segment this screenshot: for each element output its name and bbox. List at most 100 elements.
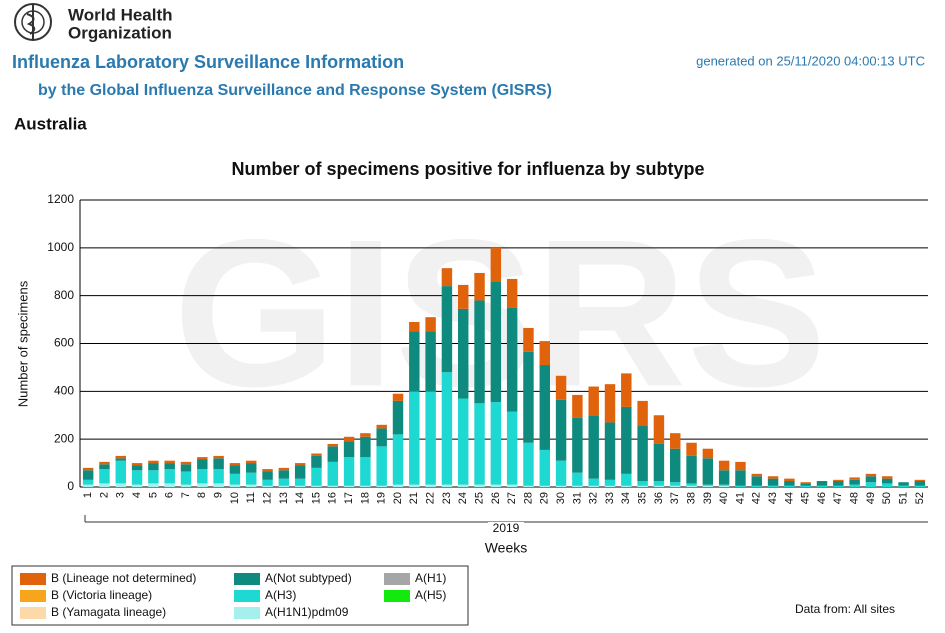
legend-swatch [234,590,260,602]
bar-segment [115,458,126,461]
x-tick-label: 15 [310,492,322,504]
bar-segment [474,300,485,404]
bar-segment [327,443,338,447]
x-tick-label: 24 [457,492,469,504]
bar-segment [702,448,714,459]
bar-segment [718,485,730,487]
x-tick-label: 45 [800,492,812,504]
bar-segment [99,461,110,465]
bar-segment [180,461,192,465]
bar-segment [751,476,762,486]
bar-segment [686,483,697,486]
x-tick-label: 13 [278,492,290,504]
bar-segment [327,461,338,486]
y-axis-label: Number of specimens [15,280,30,407]
bar-segment [882,483,893,487]
bar-segment [311,467,322,486]
bar-segment [555,399,567,461]
x-tick-label: 30 [555,492,567,504]
bar-segment [637,481,648,486]
bar-segment [506,278,518,308]
bar-segment [539,485,550,487]
org-name: World Health [68,5,173,24]
bar-segment [686,485,697,487]
bar-segment [246,484,257,487]
bar-segment [784,481,795,486]
bar-segment [767,476,779,479]
bar-segment [164,483,175,487]
legend-label: A(H3) [265,588,296,602]
bar-segment [294,478,306,486]
x-tick-label: 4 [131,492,143,498]
bar-segment [148,463,159,471]
bar-segment [99,483,110,487]
bar-segment [588,485,599,487]
bar-segment [604,384,616,423]
bar-segment [360,485,371,487]
legend-swatch [384,590,410,602]
x-tick-label: 46 [816,492,828,504]
country: Australia [14,114,87,133]
bar-segment [164,460,175,464]
bar-segment [523,327,534,352]
bar-segment [865,473,877,477]
y-tick-label: 400 [54,384,74,398]
bar-segment [474,272,485,301]
y-tick-label: 0 [67,479,74,493]
bar-segment [343,436,355,442]
bar-segment [409,391,420,485]
x-tick-label: 41 [734,492,746,504]
bar-segment [686,455,697,484]
org-name: Organization [68,23,172,42]
bar-segment [441,484,453,487]
bar-segment [343,485,355,487]
bar-segment [213,458,224,470]
bar-segment [131,463,143,466]
bar-segment [441,268,453,287]
bar-segment [197,469,208,484]
bar-segment [213,469,224,484]
bar-segment [458,284,469,309]
bar-segment [849,484,860,487]
bar-segment [197,483,208,487]
bar-segment [898,485,909,487]
bar-segment [115,455,126,459]
bar-segment [246,472,257,485]
bar-segment [376,424,387,429]
bar-segment [441,372,453,485]
bar-segment [784,485,795,487]
bar-segment [735,461,746,471]
y-tick-label: 200 [54,431,74,445]
x-tick-label: 52 [914,492,926,504]
legend-label: B (Yamagata lineage) [51,605,166,619]
bar-segment [718,470,730,485]
bar-segment [425,391,436,485]
bar-segment [343,441,355,458]
bar-segment [914,481,926,486]
bar-segment [294,463,306,466]
bar-segment [670,433,681,449]
bar-segment [670,482,681,486]
bar-segment [458,398,469,485]
bar-segment [278,470,290,479]
bar-segment [800,483,811,486]
legend-swatch [20,573,46,585]
x-tick-label: 27 [506,492,518,504]
x-tick-label: 39 [702,492,714,504]
bar-segment [898,482,909,486]
bar-segment [572,394,583,418]
chart-title: Number of specimens positive for influen… [231,159,704,179]
bar-segment [246,460,257,464]
bar-segment [621,406,632,474]
bar-segment [800,485,811,487]
bar-segment [849,477,860,480]
x-tick-label: 35 [637,492,649,504]
bar-segment [376,485,387,487]
bar-segment [262,471,273,480]
bar-segment [82,484,94,487]
bar-segment [588,415,599,479]
bar-segment [555,460,567,486]
bar-segment [392,434,404,485]
x-tick-label: 9 [213,492,225,498]
bar-segment [833,485,844,487]
